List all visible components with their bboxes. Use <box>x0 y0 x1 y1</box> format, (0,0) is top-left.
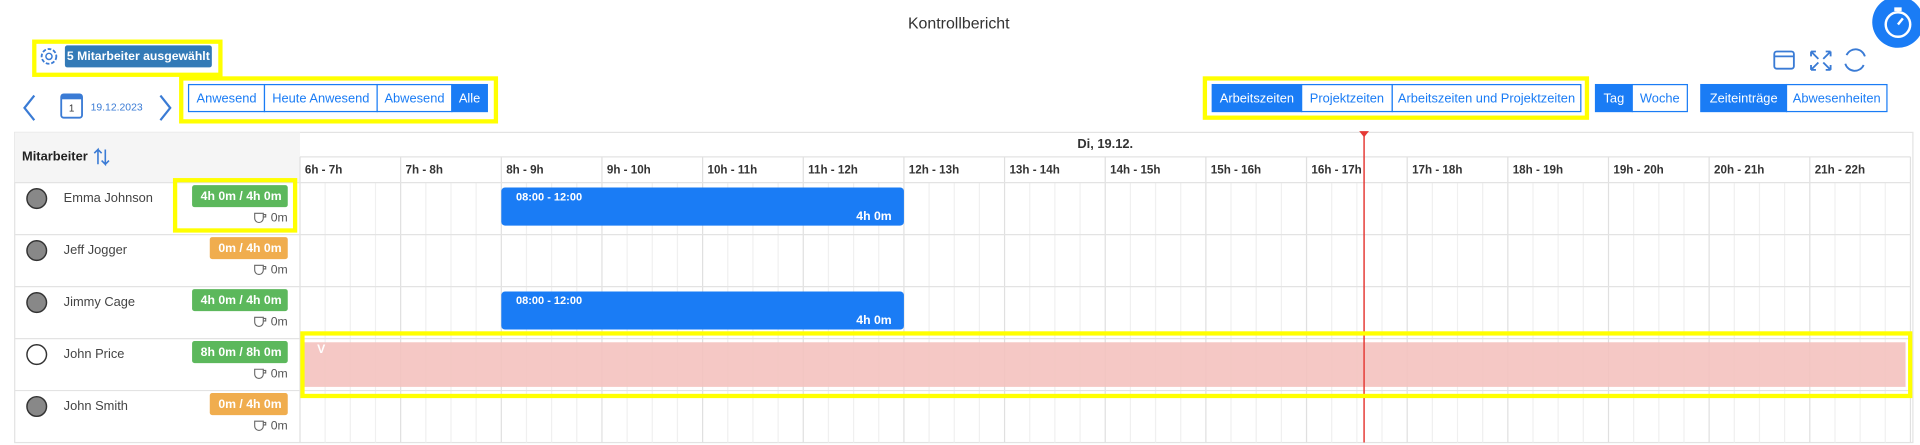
employee-name: John Smith <box>64 398 128 413</box>
hours-label: 4h 0m / 4h 0m <box>201 189 282 203</box>
toggle-button[interactable] <box>1594 83 1633 113</box>
break-icon <box>254 420 267 431</box>
entry-duration: 4h 0m <box>856 313 891 327</box>
current-date[interactable]: 19.12.2023 <box>91 103 143 114</box>
toggle-label: Zeiteinträge <box>1710 91 1778 106</box>
break-label: 0m <box>271 314 288 328</box>
calendar-icon[interactable] <box>60 93 83 119</box>
hours-badge <box>209 393 288 416</box>
hours-label: 8h 0m / 8h 0m <box>201 345 282 359</box>
employee-header-bg <box>14 132 300 183</box>
sort-icon[interactable] <box>93 147 110 167</box>
highlight-boxes <box>32 39 1913 399</box>
break-icon <box>254 316 267 327</box>
hour-label: 21h - 22h <box>1815 163 1865 176</box>
toggle-label: Abwesenheiten <box>1793 91 1881 106</box>
hours-label: 0m / 4h 0m <box>218 397 281 411</box>
employee-name: Jeff Jogger <box>64 242 128 257</box>
toggle-button[interactable] <box>1785 83 1888 113</box>
break-label: 0m <box>271 262 288 276</box>
stopwatch-button[interactable] <box>1872 0 1920 48</box>
toggle-button[interactable] <box>1211 83 1303 113</box>
toggle-label: Arbeitszeiten <box>1220 91 1294 106</box>
toolbar-icons[interactable] <box>1773 48 1866 72</box>
break-label: 0m <box>271 366 288 380</box>
toggle-label: Heute Anwesend <box>272 91 369 106</box>
toggle-button[interactable] <box>1391 83 1582 113</box>
toggle-label: Woche <box>1640 91 1680 106</box>
avatar <box>26 343 48 366</box>
time-entry[interactable] <box>501 291 904 330</box>
break-icon <box>254 212 267 224</box>
hours-badge <box>192 185 288 208</box>
absence-label: V <box>317 342 326 356</box>
break-icon <box>254 264 267 276</box>
hour-label: 8h - 9h <box>506 163 543 176</box>
entry-duration: 4h 0m <box>856 209 891 223</box>
break-icon <box>254 368 267 379</box>
selection-label: 5 Mitarbeiter ausgewählt <box>67 49 210 63</box>
hour-label: 10h - 11h <box>708 163 758 176</box>
entry-time: 08:00 - 12:00 <box>516 295 582 307</box>
break-label: 0m <box>271 418 288 432</box>
hours-label: 4h 0m / 4h 0m <box>201 293 282 307</box>
toggle-button[interactable] <box>1631 83 1688 113</box>
hour-label: 9h - 10h <box>607 163 651 176</box>
toggle-label: Projektzeiten <box>1310 91 1384 106</box>
toggle-button[interactable] <box>376 83 453 113</box>
hour-label: 12h - 13h <box>909 163 959 176</box>
entry-time: 08:00 - 12:00 <box>516 191 582 203</box>
hour-label: 6h - 7h <box>305 163 342 176</box>
break-label: 0m <box>271 210 288 224</box>
hour-label: 20h - 21h <box>1714 163 1764 176</box>
day-header: Di, 19.12. <box>1077 136 1133 151</box>
toggle-button[interactable] <box>263 83 378 113</box>
employee-name: John Price <box>64 346 125 361</box>
selection-badge[interactable] <box>64 45 212 68</box>
calendar-day: 1 <box>69 104 74 115</box>
now-marker <box>1359 131 1369 138</box>
employee-name: Emma Johnson <box>64 190 153 205</box>
absence-bar[interactable] <box>303 342 1906 387</box>
hour-label: 15h - 16h <box>1211 163 1261 176</box>
avatar <box>26 292 48 314</box>
hours-badge <box>192 289 288 312</box>
toggle-button[interactable] <box>1301 83 1393 113</box>
hours-badge <box>209 237 288 260</box>
avatar <box>26 240 48 262</box>
toggle-button[interactable] <box>1700 83 1788 113</box>
hours-label: 0m / 4h 0m <box>218 241 281 255</box>
toggle-label: Abwesend <box>384 91 444 106</box>
hour-label: 11h - 12h <box>808 163 858 176</box>
hour-label: 19h - 20h <box>1613 163 1663 176</box>
hour-label: 7h - 8h <box>406 163 443 176</box>
employee-header: Mitarbeiter <box>22 148 88 163</box>
settings-icon[interactable] <box>40 48 58 65</box>
time-entry[interactable] <box>501 187 904 226</box>
hour-label: 16h - 17h <box>1311 163 1361 176</box>
hour-label: 18h - 19h <box>1513 163 1563 176</box>
page-title: Kontrollbericht <box>908 16 1010 33</box>
hour-label: 14h - 15h <box>1110 163 1160 176</box>
avatar <box>26 395 48 418</box>
toggle-button[interactable] <box>451 83 488 113</box>
toggle-label: Arbeitszeiten und Projektzeiten <box>1398 91 1575 106</box>
prev-arrow[interactable] <box>23 94 36 121</box>
hours-badge <box>192 341 288 364</box>
next-arrow[interactable] <box>159 94 172 121</box>
hour-label: 17h - 18h <box>1412 163 1462 176</box>
toggle-label: Tag <box>1604 91 1625 106</box>
employee-name: Jimmy Cage <box>64 294 135 309</box>
hour-label: 13h - 14h <box>1009 163 1059 176</box>
toggle-label: Anwesend <box>197 91 257 106</box>
toggle-label: Alle <box>459 91 480 106</box>
avatar <box>26 188 48 210</box>
